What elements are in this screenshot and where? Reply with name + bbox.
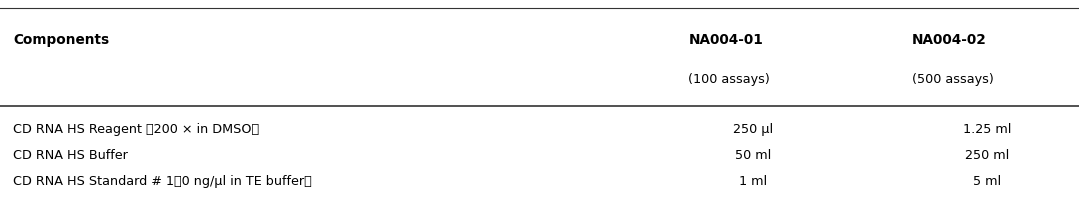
Text: 250 μl: 250 μl xyxy=(733,123,774,136)
Text: 250 ml: 250 ml xyxy=(965,149,1010,162)
Text: (500 assays): (500 assays) xyxy=(912,73,994,86)
Text: 1 ml: 1 ml xyxy=(739,175,767,188)
Text: CD RNA HS Buffer: CD RNA HS Buffer xyxy=(13,149,127,162)
Text: Components: Components xyxy=(13,33,109,47)
Text: NA004-02: NA004-02 xyxy=(912,33,986,47)
Text: 50 ml: 50 ml xyxy=(735,149,771,162)
Text: 5 ml: 5 ml xyxy=(973,175,1001,188)
Text: (100 assays): (100 assays) xyxy=(688,73,770,86)
Text: 1.25 ml: 1.25 ml xyxy=(964,123,1011,136)
Text: CD RNA HS Standard # 1（0 ng/μl in TE buffer）: CD RNA HS Standard # 1（0 ng/μl in TE buf… xyxy=(13,175,312,188)
Text: CD RNA HS Reagent （200 × in DMSO）: CD RNA HS Reagent （200 × in DMSO） xyxy=(13,123,259,136)
Text: NA004-01: NA004-01 xyxy=(688,33,763,47)
